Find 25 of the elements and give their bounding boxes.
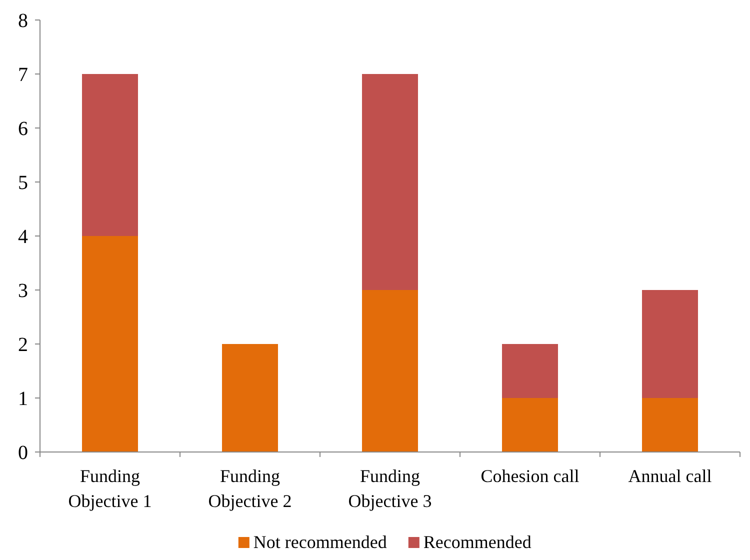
bar — [642, 398, 698, 452]
y-tick-label: 6 — [18, 118, 28, 140]
bar — [222, 344, 278, 452]
x-tick-label: Funding Objective 3 — [348, 466, 432, 511]
x-tick-label: Cohesion call — [480, 466, 580, 486]
bar — [362, 290, 418, 452]
legend-label: Recommended — [423, 532, 532, 552]
bar — [82, 236, 138, 452]
x-tick-label: Funding Objective 1 — [68, 466, 152, 511]
legend-label: Not recommended — [253, 532, 387, 552]
bar — [642, 290, 698, 398]
x-tick-label: Funding Objective 2 — [208, 466, 292, 511]
y-tick-label: 8 — [18, 10, 28, 32]
x-tick-label: Annual call — [628, 466, 712, 486]
y-tick-label: 5 — [18, 172, 28, 194]
y-tick-label: 0 — [18, 442, 28, 464]
y-tick-label: 1 — [18, 388, 28, 410]
bar — [362, 74, 418, 290]
y-tick-label: 7 — [18, 64, 28, 86]
y-tick-label: 2 — [18, 334, 28, 356]
bar — [82, 74, 138, 236]
y-tick-label: 4 — [18, 226, 28, 248]
bar — [502, 398, 558, 452]
bar — [502, 344, 558, 398]
y-tick-label: 3 — [18, 280, 28, 302]
